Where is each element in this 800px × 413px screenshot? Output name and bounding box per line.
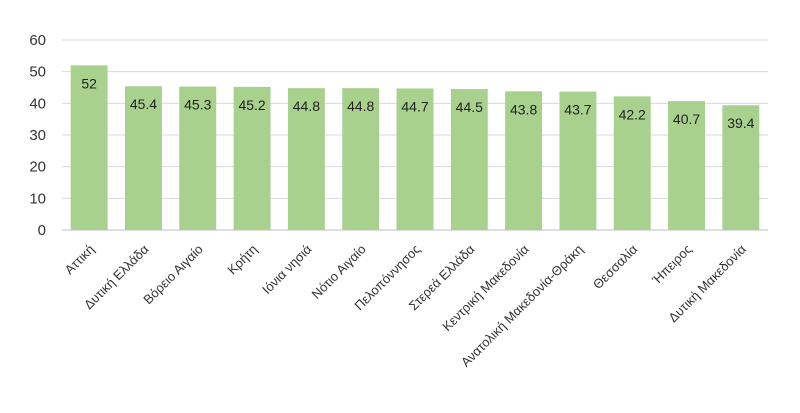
bar [70, 65, 108, 230]
bar [722, 105, 760, 230]
bar [342, 88, 380, 230]
x-tick-label: Κρήτη [224, 242, 260, 278]
y-tick-label: 20 [29, 159, 46, 176]
data-label: 45.2 [238, 97, 265, 113]
bars [70, 65, 760, 230]
data-label: 52 [81, 75, 97, 91]
x-tick-label: Νότιο Αιγαίο [309, 242, 369, 302]
data-labels: 52 45.4 45.3 45.2 44.8 44.8 44.7 44.5 43.8 43.7 42… [81, 75, 754, 131]
bar [287, 88, 325, 230]
data-label: 39.4 [727, 115, 754, 131]
data-label: 42.2 [619, 106, 646, 122]
data-label: 40.7 [673, 111, 700, 127]
data-label: 43.8 [510, 101, 537, 117]
x-tick-label: Θεσσαλία [590, 241, 641, 292]
data-label: 45.3 [184, 97, 211, 113]
bar [396, 88, 434, 230]
y-axis-ticks: 0 10 20 30 40 50 60 [29, 32, 46, 239]
bar [559, 91, 597, 230]
bar [505, 91, 543, 230]
bar [668, 101, 706, 230]
data-label: 44.7 [401, 98, 428, 114]
data-label: 45.4 [130, 96, 157, 112]
bar [613, 96, 651, 230]
data-label: 44.8 [293, 98, 320, 114]
x-tick-label: Αττική [62, 242, 98, 278]
y-tick-label: 0 [38, 222, 46, 239]
bar [124, 86, 162, 230]
bar [179, 86, 217, 230]
data-label: 44.8 [347, 98, 374, 114]
y-tick-label: 60 [29, 32, 46, 49]
x-tick-label: Ήπειρος [648, 242, 694, 288]
bar [450, 89, 488, 230]
y-tick-label: 30 [29, 127, 46, 144]
x-tick-label: Ιόνια νησιά [259, 241, 315, 297]
y-tick-label: 50 [29, 64, 46, 81]
data-label: 44.5 [456, 99, 483, 115]
y-tick-label: 40 [29, 95, 46, 112]
bar [233, 86, 271, 230]
y-tick-label: 10 [29, 190, 46, 207]
data-label: 43.7 [564, 102, 591, 118]
